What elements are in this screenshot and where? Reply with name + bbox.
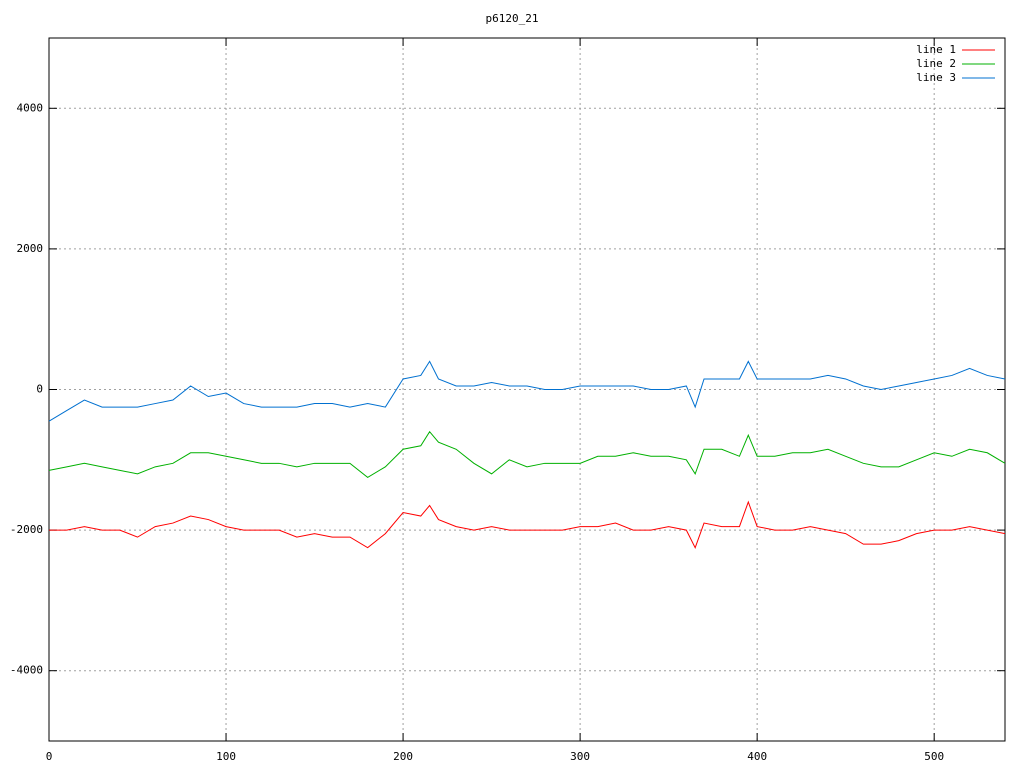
x-tick-label: 400: [747, 750, 767, 763]
legend-label: line 1: [916, 43, 956, 56]
y-tick-label: -2000: [10, 523, 43, 536]
x-tick-label: 300: [570, 750, 590, 763]
legend-label: line 3: [916, 71, 956, 84]
legend-label: line 2: [916, 57, 956, 70]
y-tick-label: 4000: [17, 101, 44, 114]
y-tick-label: 0: [36, 383, 43, 396]
chart-title: p6120_21: [486, 12, 539, 25]
plot-border: [48, 37, 1006, 742]
y-tick-label: 2000: [17, 242, 44, 255]
data-line: [48, 360, 1006, 422]
x-tick-label: 200: [393, 750, 413, 763]
data-line: [49, 500, 1006, 549]
y-tick-label: -4000: [10, 664, 43, 677]
x-tick-label: 0: [46, 750, 53, 763]
data-line: [48, 430, 1006, 478]
x-tick-label: 500: [924, 750, 944, 763]
x-tick-label: 100: [216, 750, 236, 763]
